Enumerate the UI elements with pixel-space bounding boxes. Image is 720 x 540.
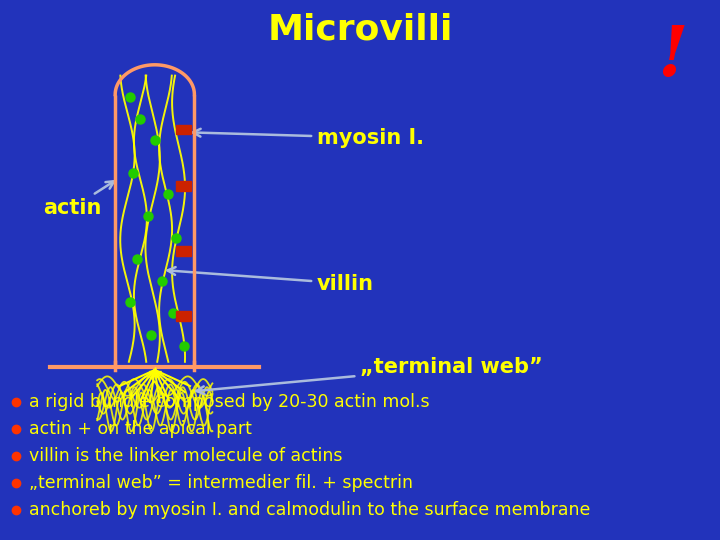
Text: actin + on the apical part: actin + on the apical part (29, 420, 252, 438)
Text: actin: actin (43, 181, 114, 218)
Text: villin is the linker molecule of actins: villin is the linker molecule of actins (29, 447, 342, 465)
Bar (176, 246, 191, 256)
Text: „terminal web”: „terminal web” (197, 357, 543, 394)
Text: Microvilli: Microvilli (267, 13, 453, 46)
Text: anchoreb by myosin I. and calmodulin to the surface membrane: anchoreb by myosin I. and calmodulin to … (29, 501, 590, 519)
Text: a rigid bundle composed by 20-30 actin mol.s: a rigid bundle composed by 20-30 actin m… (29, 393, 429, 411)
Bar (176, 181, 191, 191)
Text: „terminal web” = intermedier fil. + spectrin: „terminal web” = intermedier fil. + spec… (29, 474, 413, 492)
Text: !: ! (658, 23, 688, 90)
Bar (176, 311, 191, 321)
Bar (176, 125, 191, 134)
Text: myosin I.: myosin I. (193, 127, 424, 148)
Text: villin: villin (168, 267, 374, 294)
